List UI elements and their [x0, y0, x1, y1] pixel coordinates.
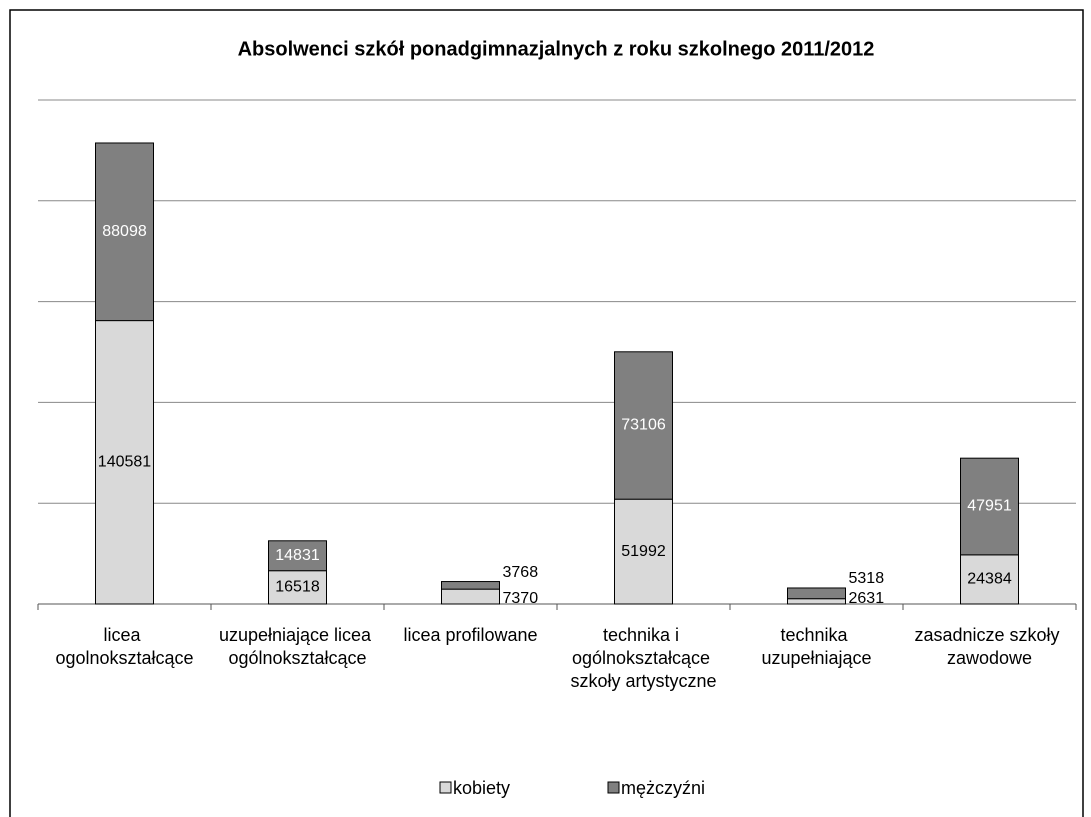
data-label: 7370 [503, 590, 539, 607]
data-label: 5318 [849, 570, 885, 587]
bar-segment [95, 142, 154, 322]
bar-segment [960, 457, 1019, 556]
data-label: 88098 [102, 223, 147, 240]
data-label: 14831 [275, 547, 320, 564]
bar-segment [95, 320, 154, 605]
data-label: 73106 [621, 417, 666, 434]
data-label: 51992 [621, 543, 666, 560]
x-tick-label: uzupełniające licea ogólnokształcące [219, 625, 376, 668]
chart-title: Absolwenci szkół ponadgimnazjalnych z ro… [238, 38, 875, 60]
frame [9, 9, 1084, 817]
legend-label: mężczyźni [621, 778, 705, 798]
bar-segment [787, 598, 846, 605]
data-label: 140581 [98, 454, 151, 471]
bar-segment [268, 540, 327, 572]
x-tick-label: zasadnicze szkoły zawodowe [914, 625, 1064, 668]
legend-swatch [439, 781, 452, 794]
x-tick-label: technika uzupełniające [761, 625, 871, 668]
data-label: 3768 [503, 564, 539, 581]
legend-swatch [607, 781, 620, 794]
bar-segment [614, 351, 673, 500]
bar-segment [960, 554, 1019, 605]
bar-segment [441, 581, 500, 590]
data-label: 16518 [275, 579, 320, 596]
x-tick-label: technika i ogólnokształcące szkoły artys… [570, 625, 716, 691]
bar-segment [787, 587, 846, 600]
x-tick-label: licea profilowane [403, 625, 537, 645]
data-label: 2631 [849, 590, 885, 607]
x-tick-label: licea ogolnokształcące [55, 625, 193, 668]
legend-label: kobiety [453, 778, 510, 798]
data-label: 47951 [967, 498, 1012, 515]
data-label: 24384 [967, 571, 1012, 588]
bar-segment [441, 588, 500, 605]
